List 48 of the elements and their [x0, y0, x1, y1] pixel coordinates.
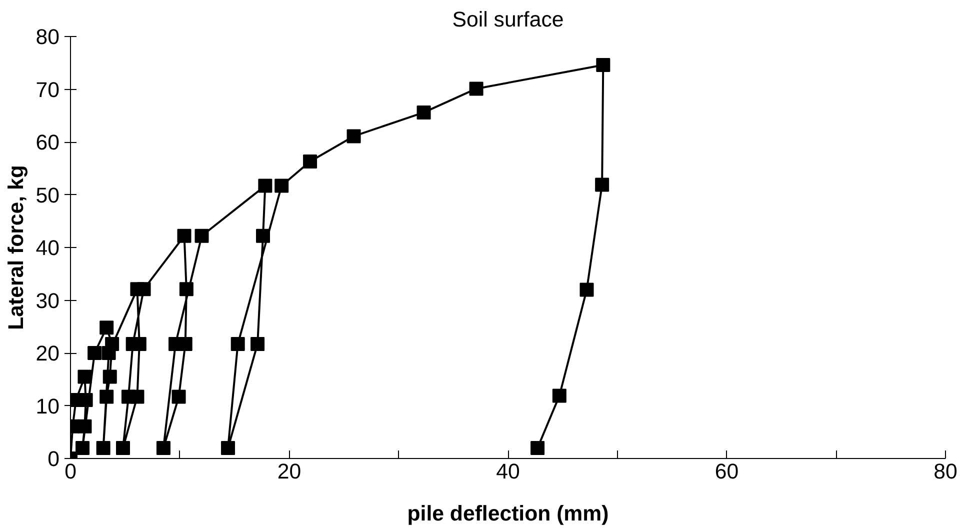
y-axis-title: Lateral force, kg	[4, 165, 28, 330]
point	[194, 228, 209, 243]
point	[78, 419, 92, 434]
point	[303, 154, 318, 169]
point	[116, 440, 130, 455]
x-axis-title: pile deflection (mm)	[407, 502, 609, 526]
y-tick-label: 50	[36, 183, 60, 208]
point	[156, 440, 170, 455]
point	[469, 82, 484, 96]
y-tick-label: 70	[36, 78, 60, 102]
point	[96, 440, 110, 455]
point	[250, 337, 265, 352]
point	[580, 282, 594, 297]
point	[258, 178, 272, 193]
point	[256, 228, 270, 243]
point	[221, 440, 235, 455]
x-tick-label: 40	[496, 460, 520, 484]
y-tick-label: 20	[36, 342, 60, 366]
point	[530, 440, 545, 455]
point	[136, 282, 151, 296]
y-tick-label: 40	[36, 236, 60, 260]
point	[274, 178, 289, 193]
point	[121, 390, 136, 404]
point	[179, 282, 194, 296]
point	[100, 390, 114, 404]
point	[346, 129, 361, 144]
point	[416, 105, 431, 120]
point	[102, 370, 117, 384]
y-tick-label: 10	[36, 394, 60, 418]
point	[230, 337, 245, 352]
point	[102, 346, 116, 360]
y-tick-label: 60	[36, 130, 60, 154]
point	[596, 58, 610, 72]
point	[552, 388, 566, 403]
x-tick-label: 20	[277, 460, 302, 484]
point	[595, 178, 610, 192]
y-tick-label: 30	[36, 288, 60, 313]
x-tick-label: 0	[64, 460, 77, 484]
chart-title: Soil surface	[452, 8, 564, 32]
point	[78, 370, 92, 384]
point	[88, 346, 102, 360]
point	[100, 320, 114, 335]
x-tick-label: 80	[934, 460, 958, 484]
y-tick-label: 80	[36, 25, 60, 49]
x-tick-label: 60	[714, 460, 739, 484]
point	[172, 390, 186, 404]
point	[177, 228, 192, 243]
point	[76, 440, 90, 455]
